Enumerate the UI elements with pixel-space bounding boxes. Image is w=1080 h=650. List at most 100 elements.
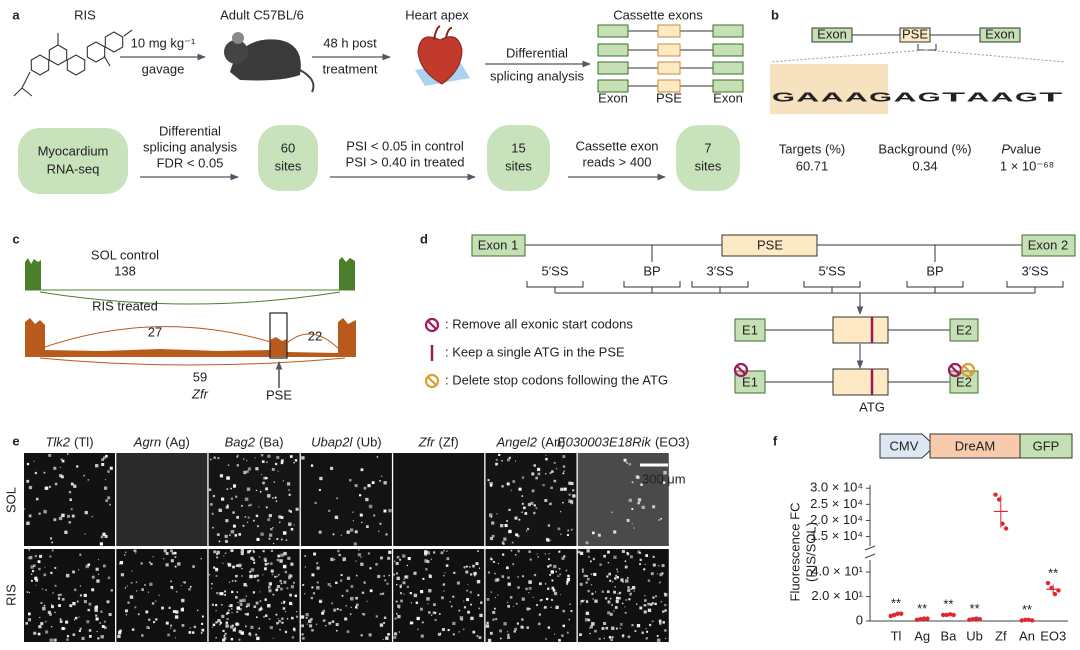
cell-signal: [103, 456, 106, 460]
cell-signal: [595, 591, 597, 593]
cell-signal: [501, 459, 503, 462]
cell-signal: [603, 637, 605, 639]
label: 3′SS: [706, 263, 733, 278]
cell-signal: [384, 579, 387, 582]
cell-signal: [279, 579, 282, 583]
cell-signal: [236, 610, 239, 614]
cell-signal: [349, 613, 352, 616]
cell-signal: [385, 533, 388, 536]
mouse: [232, 32, 244, 44]
cell-signal: [544, 583, 547, 585]
cell-signal: [254, 457, 256, 459]
cell-signal: [140, 562, 143, 565]
cell-signal: [225, 519, 229, 523]
cell-signal: [525, 530, 528, 532]
cell-signal: [230, 637, 234, 641]
cell-signal: [165, 563, 169, 567]
cell-signal: [238, 630, 242, 634]
cell-signal: [241, 567, 243, 570]
cell-signal: [95, 567, 99, 571]
significance: **: [1048, 566, 1058, 581]
label: SOL control: [91, 247, 159, 262]
cell-signal: [264, 614, 268, 617]
cell-signal: [66, 638, 69, 641]
cell-signal: [201, 628, 205, 632]
cell-signal: [141, 588, 145, 592]
cell-signal: [222, 629, 225, 632]
cell-signal: [329, 585, 332, 588]
cell-signal: [616, 568, 618, 571]
cell-signal: [274, 462, 278, 466]
cell-signal: [488, 513, 493, 517]
cell-signal: [473, 574, 476, 577]
cell-signal: [239, 602, 243, 606]
icon: [733, 362, 749, 378]
label: RIS: [3, 584, 18, 606]
cell-signal: [639, 558, 642, 561]
label: RIS: [74, 7, 96, 22]
cell-signal: [275, 613, 278, 616]
cell-signal: [516, 622, 519, 625]
cell-signal: [385, 636, 389, 640]
cell-signal: [97, 573, 100, 575]
cell-signal: [216, 533, 220, 537]
cell-signal: [584, 618, 589, 622]
cell-signal: [290, 616, 294, 620]
label: BP: [926, 263, 943, 278]
label: : Remove all exonic start codons: [445, 316, 633, 331]
gene-abbr: (Ag): [165, 434, 190, 449]
cell-signal: [398, 607, 400, 609]
cell-signal: [515, 554, 517, 556]
heart: [417, 36, 463, 85]
cell-signal: [246, 603, 250, 607]
label: SOL: [3, 487, 18, 513]
molecule: [104, 31, 124, 53]
cell-signal: [382, 638, 384, 640]
cell-signal: [175, 610, 179, 614]
cell-signal: [403, 578, 405, 580]
cell-signal: [656, 634, 659, 637]
cell-signal: [221, 604, 223, 606]
cell-signal: [224, 590, 226, 593]
junction-arc: [39, 357, 346, 366]
cell-signal: [426, 597, 430, 601]
cell-signal: [521, 495, 524, 497]
cell-signal: [215, 610, 217, 612]
cell-signal: [260, 606, 263, 609]
cell-signal: [88, 629, 92, 632]
cell-signal: [379, 623, 384, 627]
cell-signal: [470, 573, 473, 576]
cell-signal: [360, 562, 364, 566]
cell-signal: [618, 591, 622, 595]
pse: [657, 79, 681, 93]
cell-signal: [310, 618, 313, 621]
cell-signal: [493, 607, 496, 610]
cell-signal: [633, 527, 635, 529]
logo-letter: A: [845, 89, 869, 104]
cell-signal: [235, 495, 238, 498]
cell-signal: [420, 590, 424, 594]
cell-signal: [333, 608, 337, 612]
cell-signal: [550, 571, 552, 573]
cell-signal: [236, 455, 239, 458]
cell-signal: [547, 565, 550, 568]
cell-signal: [631, 523, 633, 525]
significance: **: [1022, 602, 1032, 617]
cell-signal: [243, 583, 247, 587]
cell-signal: [58, 604, 61, 607]
cell-signal: [289, 601, 293, 606]
cell-signal: [32, 570, 35, 573]
cell-signal: [409, 592, 412, 595]
cell-signal: [659, 622, 662, 625]
cell-signal: [452, 595, 455, 598]
cell-signal: [271, 468, 275, 471]
cell-signal: [294, 594, 297, 598]
cell-signal: [626, 577, 629, 579]
cell-signal: [647, 579, 651, 582]
cell-signal: [316, 566, 320, 570]
panel-label: a: [12, 7, 20, 22]
cell-signal: [212, 623, 216, 627]
exon: [597, 61, 629, 75]
cell-signal: [550, 539, 552, 541]
